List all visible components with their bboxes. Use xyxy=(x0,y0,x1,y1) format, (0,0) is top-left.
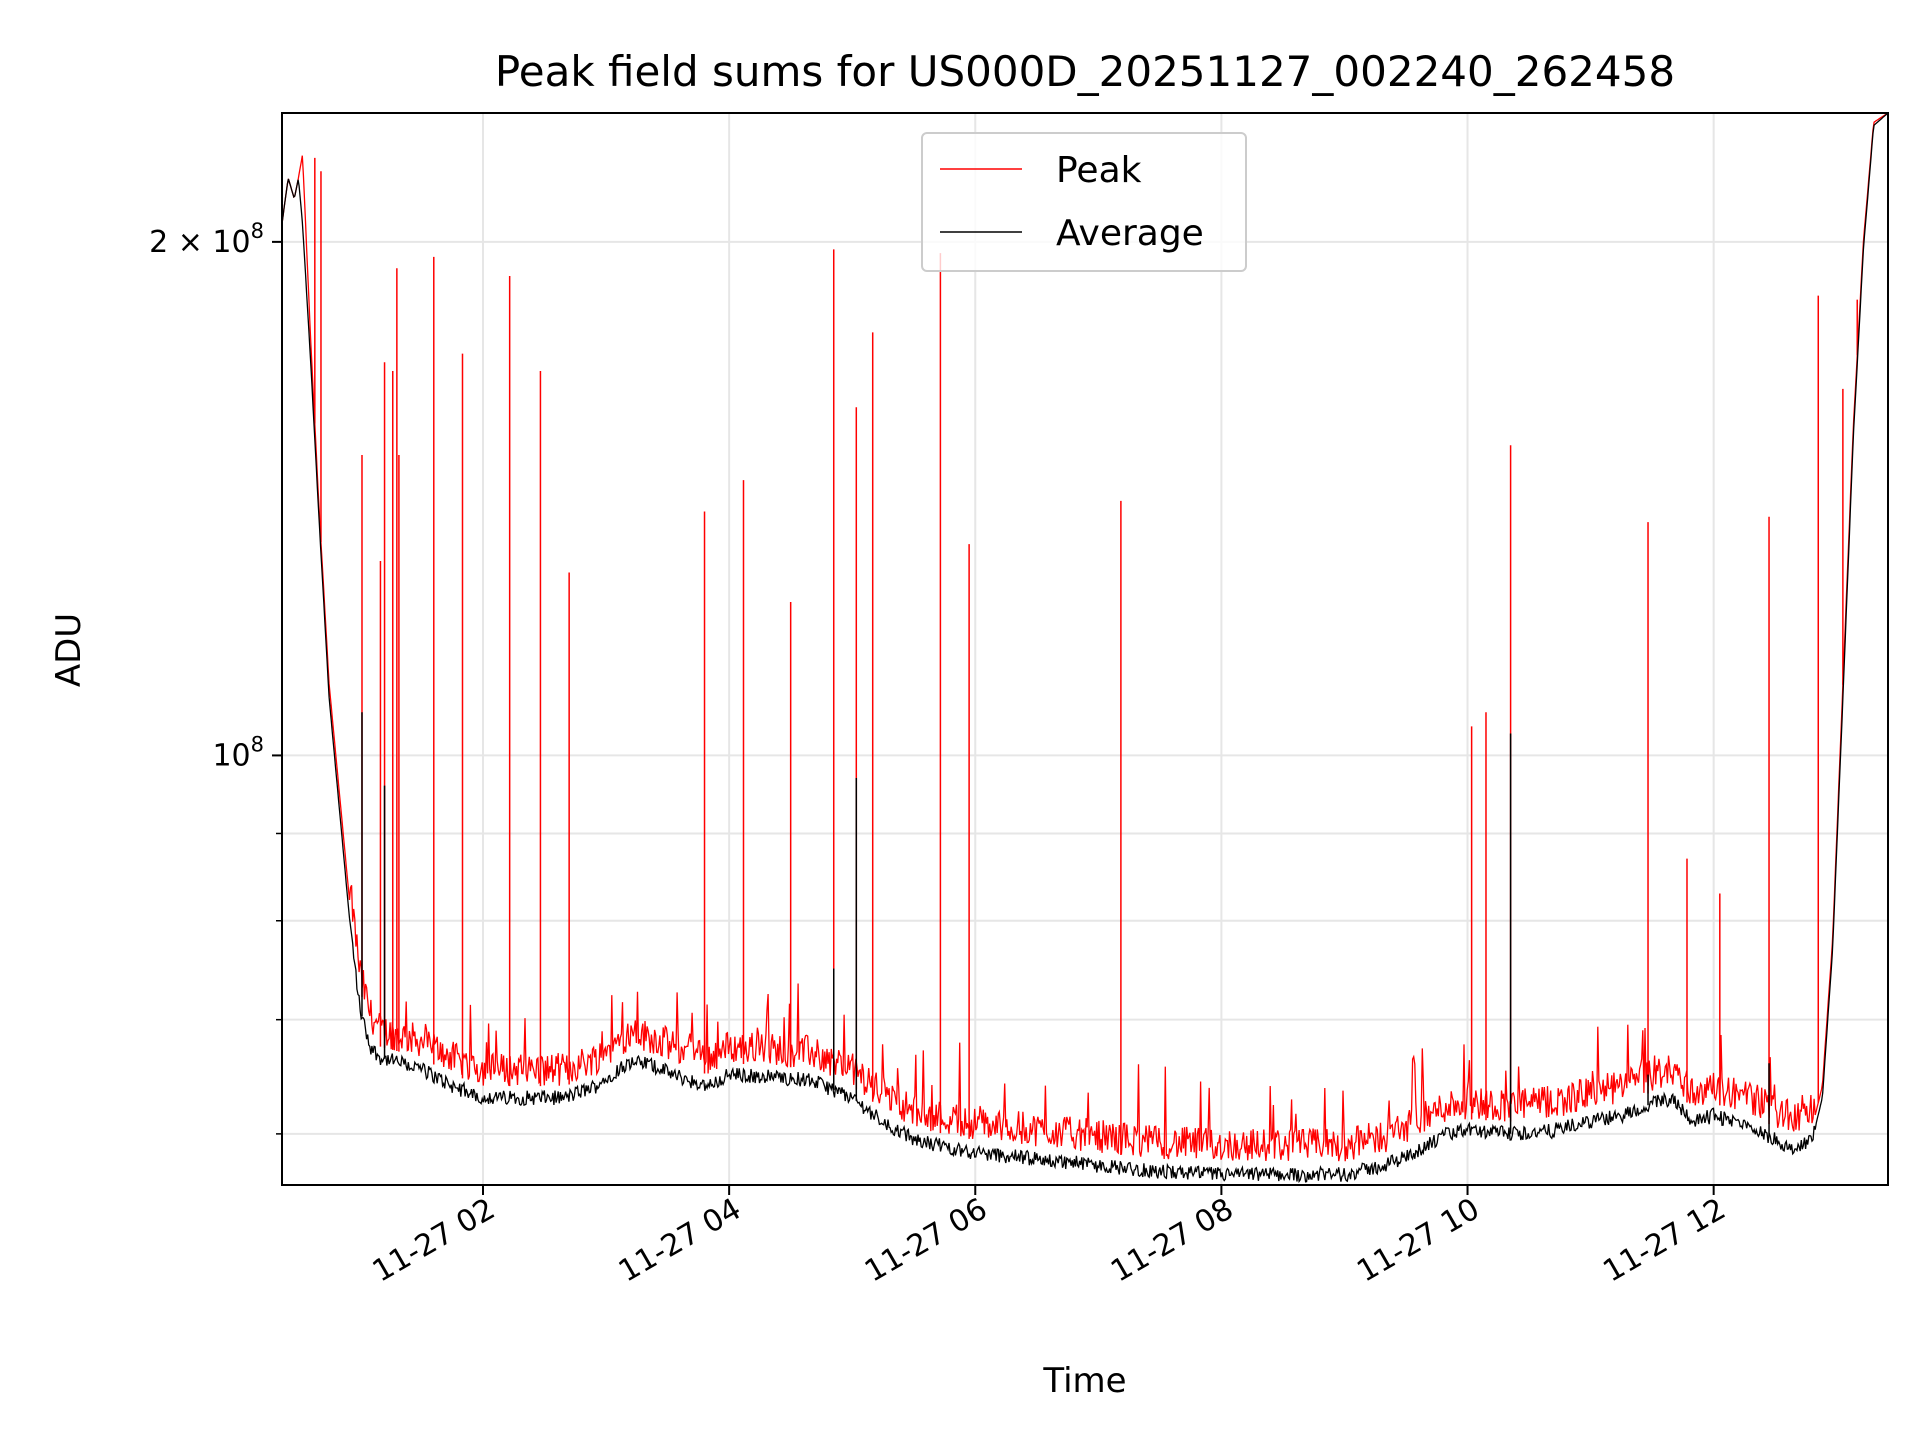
x-tick-label: 11-27 02 xyxy=(367,1192,501,1290)
plot-area xyxy=(282,113,1888,1184)
x-tick-label: 11-27 12 xyxy=(1597,1192,1731,1290)
plot-frame xyxy=(281,112,1889,1186)
x-axis-label: Time xyxy=(1042,1361,1126,1401)
chart-title: Peak field sums for US000D_20251127_0022… xyxy=(495,47,1675,96)
x-tick-label: 11-27 04 xyxy=(613,1192,747,1290)
x-tick-label: 11-27 08 xyxy=(1105,1192,1239,1290)
y-axis: 108 2 × 108 xyxy=(149,219,282,1135)
legend: Peak Average xyxy=(921,132,1247,272)
y-tick-label: 2 × 108 xyxy=(149,219,264,260)
x-axis: 11-27 02 11-27 04 11-27 06 11-27 08 11-27 10… xyxy=(367,1185,1732,1289)
y-axis-label: ADU xyxy=(49,613,89,687)
series-average-line xyxy=(282,113,1888,1184)
legend-box xyxy=(921,132,1247,272)
x-tick-label: 11-27 06 xyxy=(859,1192,993,1290)
legend-label-peak: Peak xyxy=(1056,150,1142,191)
y-tick-label: 108 xyxy=(212,732,264,773)
legend-label-average: Average xyxy=(1056,213,1204,254)
x-tick-label: 11-27 10 xyxy=(1351,1192,1485,1290)
grid-lines xyxy=(282,113,1888,1185)
series-peak-line xyxy=(282,113,1888,1162)
